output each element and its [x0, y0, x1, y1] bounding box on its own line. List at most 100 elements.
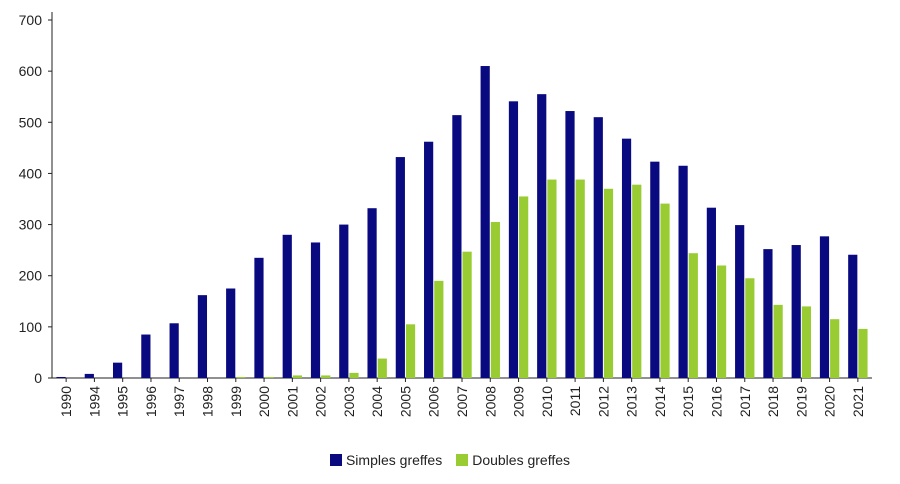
bar-simples-greffes	[367, 208, 377, 378]
x-tick-label: 1999	[228, 386, 244, 417]
x-tick-label: 2017	[737, 386, 753, 417]
bar-simples-greffes	[848, 254, 858, 378]
x-tick-label: 2019	[793, 386, 809, 417]
bar-doubles-greffes	[830, 319, 840, 378]
legend-label-simples: Simples greffes	[345, 452, 443, 468]
x-tick-label: 2015	[680, 386, 696, 417]
bar-doubles-greffes	[801, 306, 812, 378]
x-tick-label: 1996	[143, 386, 159, 417]
x-tick-label: 2007	[454, 386, 470, 417]
y-axis: 0 100 200 300 400 500 600 700	[19, 12, 53, 386]
bar-simples-greffes	[339, 224, 349, 378]
bar-doubles-greffes	[321, 375, 331, 378]
legend-item-simples[interactable]: Simples greffes	[329, 452, 443, 468]
y-tick-label: 400	[19, 165, 43, 181]
y-tick-label: 700	[19, 12, 43, 28]
bar-simples-greffes	[537, 94, 547, 379]
bar-doubles-greffes	[292, 375, 303, 378]
bar-doubles-greffes	[349, 372, 359, 378]
bar-simples-greffes	[84, 373, 94, 378]
legend-item-doubles[interactable]: Doubles greffes	[456, 452, 570, 468]
bar-doubles-greffes	[490, 222, 500, 378]
bars	[56, 66, 868, 379]
bar-doubles-greffes	[547, 179, 557, 378]
bar-simples-greffes	[169, 323, 179, 378]
x-tick-label: 2021	[850, 386, 866, 417]
bar-doubles-greffes	[660, 203, 670, 378]
bar-doubles-greffes	[632, 184, 642, 378]
bar-simples-greffes	[706, 207, 716, 378]
bar-doubles-greffes	[603, 188, 614, 378]
bar-simples-greffes	[621, 138, 632, 378]
bar-doubles-greffes	[745, 278, 755, 378]
y-tick-label: 300	[19, 217, 43, 233]
bar-doubles-greffes	[519, 196, 529, 378]
x-axis: 1990 1994 1995 1996 1997 1998 1999 2000 2001 2002…	[52, 377, 872, 417]
bar-doubles-greffes	[688, 253, 698, 378]
bar-doubles-greffes	[377, 358, 387, 378]
x-tick-label: 2009	[511, 386, 527, 417]
x-tick-label: 2005	[397, 386, 413, 417]
x-tick-label: 2000	[256, 386, 272, 417]
legend-swatch-simples	[329, 454, 342, 466]
bar-simples-greffes	[395, 157, 405, 378]
bar-simples-greffes	[452, 115, 462, 378]
bar-simples-greffes	[480, 66, 490, 379]
bar-simples-greffes	[650, 161, 660, 378]
bar-simples-greffes	[678, 165, 688, 378]
bar-simples-greffes	[226, 288, 236, 378]
bar-simples-greffes	[565, 111, 575, 378]
bar-doubles-greffes	[575, 179, 585, 378]
bar-doubles-greffes	[264, 376, 274, 378]
x-tick-label: 2011	[567, 386, 583, 416]
bar-simples-greffes	[735, 225, 745, 378]
x-tick-label: 2006	[426, 386, 442, 417]
x-tick-label: 1995	[115, 386, 131, 417]
bar-simples-greffes	[197, 295, 208, 378]
x-tick-label: 2013	[624, 386, 640, 417]
x-tick-label: 1994	[86, 386, 102, 417]
bar-doubles-greffes	[405, 324, 416, 378]
bar-doubles-greffes	[716, 265, 727, 378]
x-tick-label: 2008	[482, 386, 498, 417]
x-tick-label: 2020	[822, 386, 838, 417]
bar-simples-greffes	[56, 376, 66, 378]
bar-simples-greffes	[791, 245, 801, 378]
y-tick-label: 500	[19, 114, 43, 130]
x-tick-label: 1997	[171, 386, 187, 417]
bar-simples-greffes	[763, 249, 773, 378]
bar-simples-greffes	[254, 257, 264, 378]
y-tick-label: 0	[34, 370, 42, 386]
x-tick-label: 2014	[652, 386, 668, 417]
y-tick-label: 600	[19, 63, 43, 79]
legend-swatch-doubles	[456, 454, 469, 466]
bar-doubles-greffes	[236, 376, 246, 378]
x-tick-label: 2016	[708, 386, 724, 417]
x-tick-label: 2001	[284, 386, 300, 417]
bar-simples-greffes	[141, 334, 151, 378]
x-tick-label: 2010	[539, 386, 555, 417]
legend: Simples greffes Doubles greffes	[0, 452, 900, 468]
bar-simples-greffes	[508, 101, 519, 379]
x-tick-label: 2004	[369, 386, 385, 417]
x-tick-label: 2003	[341, 386, 357, 417]
y-tick-label: 100	[19, 319, 43, 335]
bar-simples-greffes	[112, 362, 123, 378]
bar-simples-greffes	[593, 117, 603, 379]
bar-doubles-greffes	[434, 280, 444, 378]
bar-doubles-greffes	[773, 304, 783, 378]
x-tick-label: 2018	[765, 386, 781, 417]
y-tick-label: 200	[19, 268, 43, 284]
x-tick-label: 1990	[58, 386, 74, 417]
bar-simples-greffes	[282, 234, 292, 378]
bar-simples-greffes	[424, 141, 434, 378]
bar-doubles-greffes	[462, 251, 472, 378]
x-tick-label: 2012	[595, 386, 611, 417]
x-tick-label: 1998	[200, 386, 216, 417]
bar-doubles-greffes	[858, 328, 868, 378]
bar-simples-greffes	[310, 242, 321, 378]
x-tick-label: 2002	[313, 386, 329, 417]
bar-simples-greffes	[819, 236, 830, 378]
